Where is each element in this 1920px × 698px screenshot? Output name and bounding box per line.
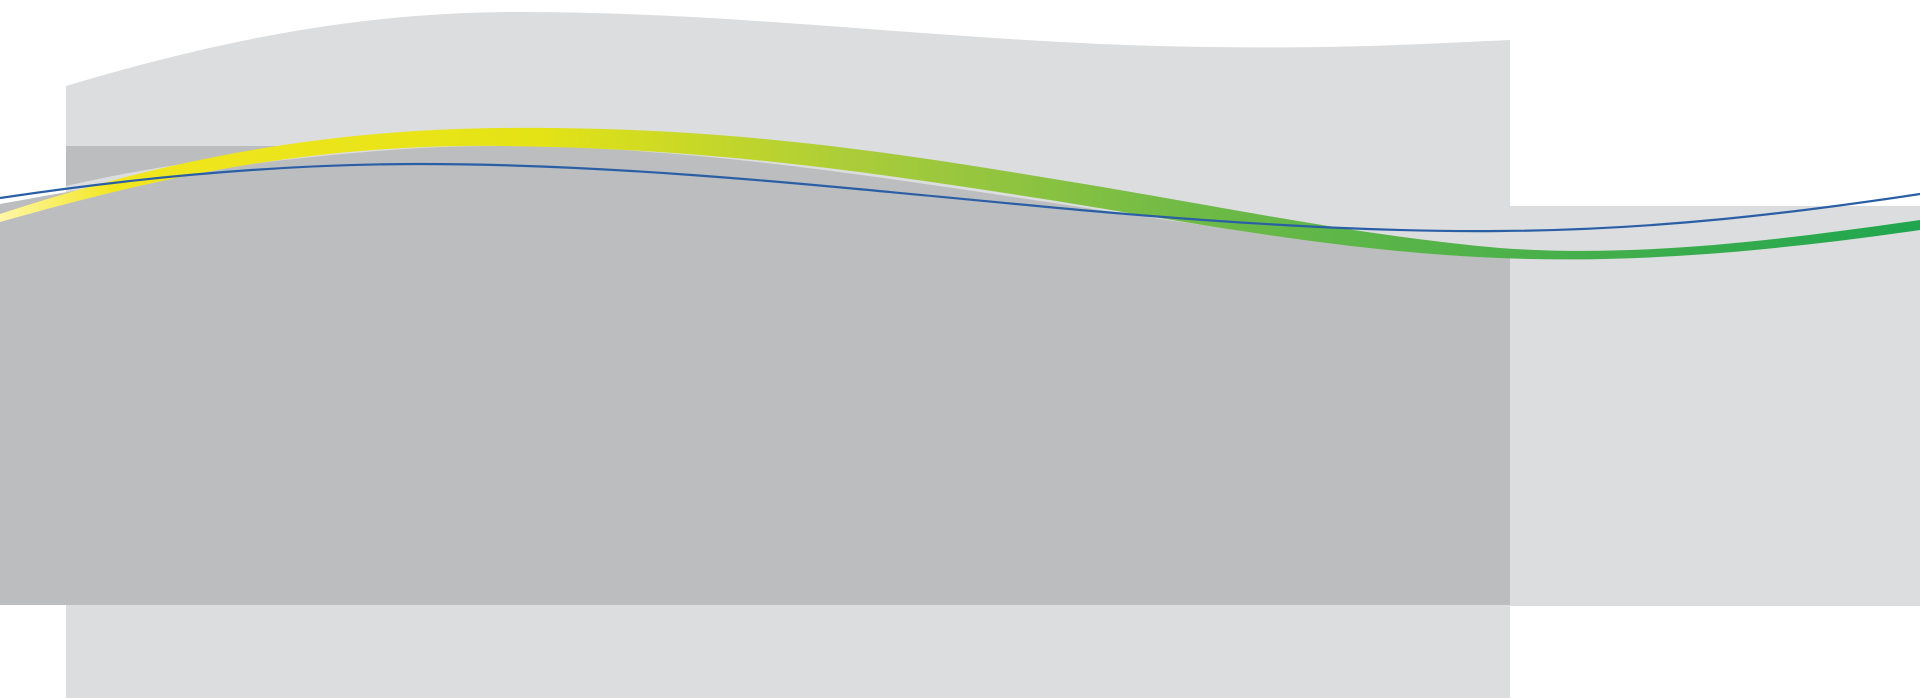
blue-wave-line — [0, 162, 1920, 233]
dark-grey-panel — [66, 146, 420, 186]
light-grey-band-right — [1510, 206, 1920, 606]
gradient-ribbon — [0, 127, 1920, 260]
dark-grey-band — [0, 146, 1510, 605]
